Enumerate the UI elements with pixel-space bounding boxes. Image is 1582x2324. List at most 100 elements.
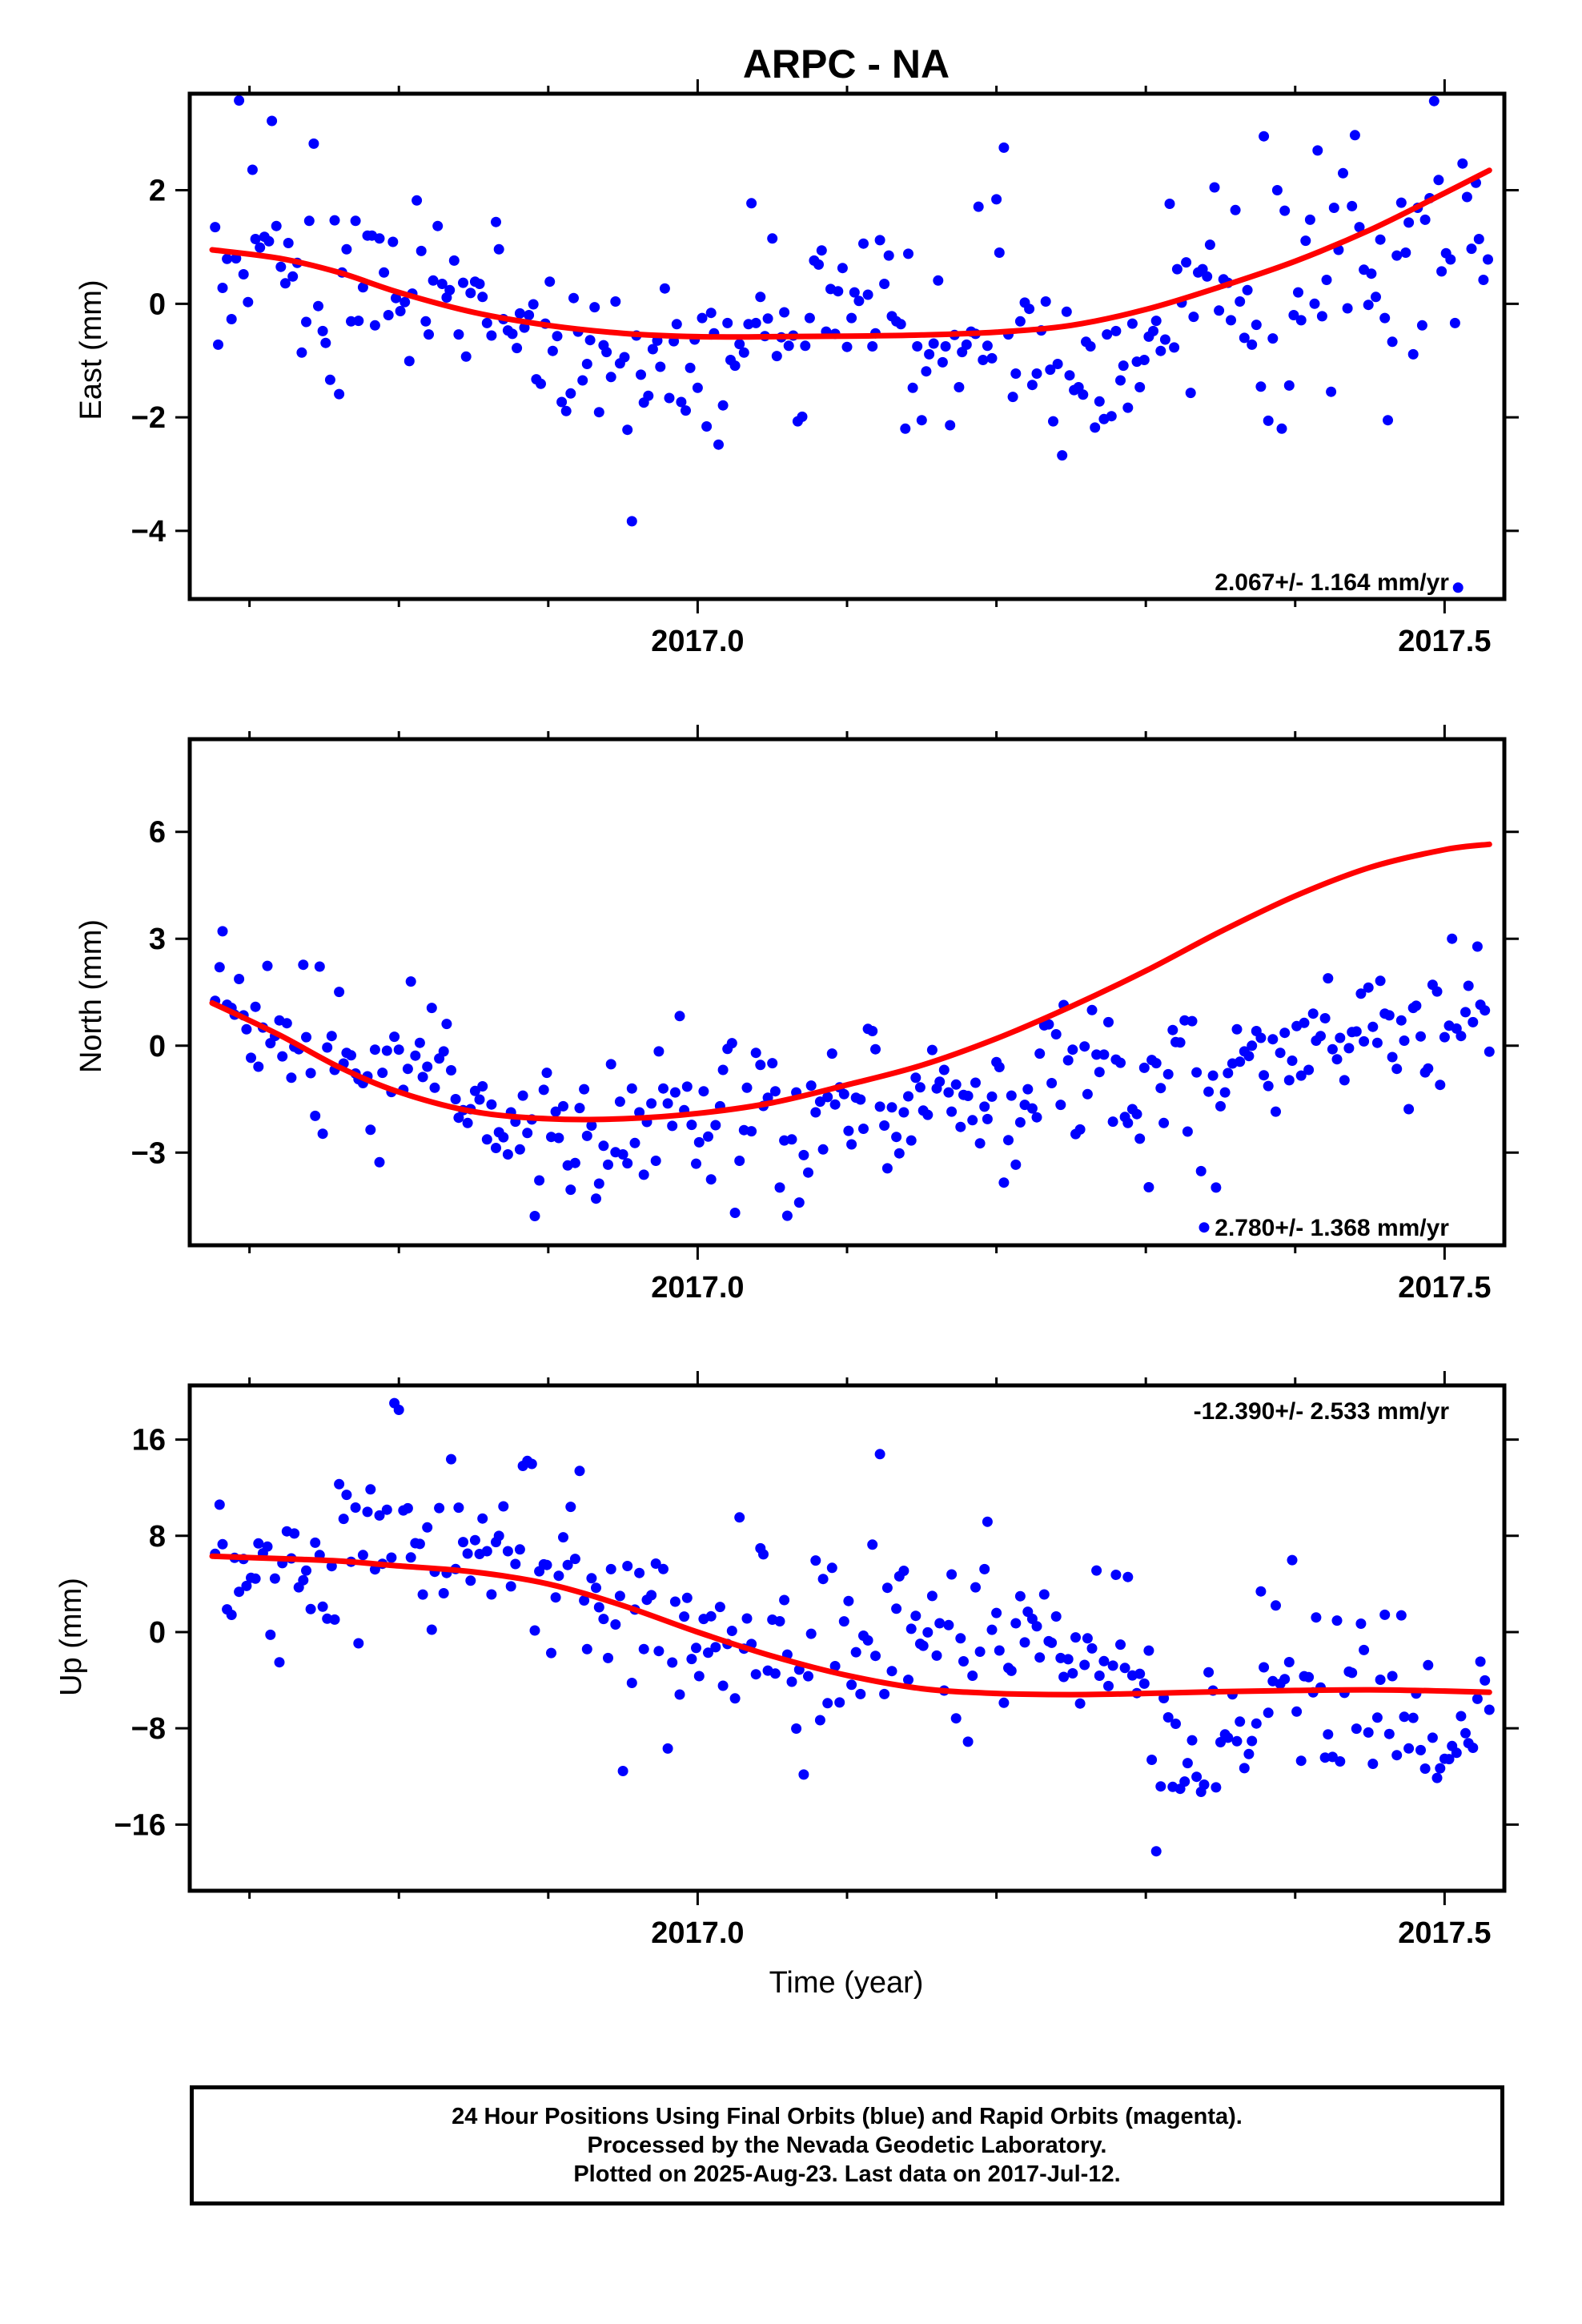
data-point-up (946, 1569, 958, 1580)
data-point-east (746, 198, 757, 209)
x-tick-label-east: 2017.5 (1398, 625, 1491, 658)
data-point-up (626, 1678, 637, 1688)
data-point-north (626, 1083, 637, 1094)
data-point-north (1319, 1013, 1331, 1023)
data-point-up (926, 1590, 938, 1602)
data-point-up (569, 1554, 580, 1565)
data-point-north (1231, 1023, 1243, 1035)
data-point-east (1283, 380, 1295, 391)
data-point-up (462, 1548, 473, 1559)
data-point-up (458, 1537, 468, 1548)
data-point-east (1134, 382, 1146, 392)
y-tick-label-up: 0 (149, 1616, 166, 1650)
data-point-up (603, 1652, 613, 1663)
data-point-north (277, 1051, 288, 1062)
fit-line-east (209, 167, 1492, 340)
data-point-north (622, 1158, 633, 1169)
y-tick-label-up: −8 (131, 1712, 166, 1746)
data-point-up (1170, 1719, 1181, 1729)
data-point-north (994, 1062, 1005, 1072)
data-point-east (334, 388, 345, 400)
data-point-up (879, 1688, 890, 1699)
data-point-up (1235, 1716, 1246, 1727)
x-tick-label-east: 2017.0 (651, 625, 744, 658)
data-point-north (774, 1182, 785, 1193)
data-point-north (1375, 975, 1386, 987)
data-point-up (1062, 1654, 1074, 1665)
data-point-north (462, 1117, 473, 1128)
data-point-north (565, 1184, 576, 1196)
data-point-east (1276, 423, 1287, 434)
data-point-up (958, 1656, 969, 1667)
data-point-up (1038, 1589, 1050, 1600)
data-point-east (636, 369, 646, 380)
data-point-north (1215, 1100, 1226, 1112)
data-point-up (1074, 1698, 1086, 1709)
data-point-up (867, 1539, 878, 1550)
data-point-up (593, 1602, 604, 1613)
data-point-up (1335, 1756, 1346, 1767)
data-point-up (529, 1625, 540, 1636)
data-point-up (817, 1574, 829, 1585)
data-point-east (1239, 332, 1250, 344)
data-point-east (1300, 235, 1311, 247)
data-point-up (903, 1675, 913, 1686)
data-point-east (313, 300, 323, 312)
data-point-north (755, 1059, 766, 1071)
data-point-east (1031, 368, 1042, 379)
data-point-east (383, 310, 394, 320)
data-point-up (1443, 1754, 1455, 1765)
data-point-up (1403, 1743, 1415, 1754)
data-point-east (320, 337, 331, 348)
data-point-up (301, 1565, 311, 1576)
data-point-up (734, 1512, 745, 1523)
data-point-up (481, 1546, 492, 1557)
data-point-up (838, 1616, 849, 1627)
data-point-east (222, 253, 233, 264)
data-point-up (586, 1573, 597, 1584)
data-point-east (1159, 334, 1170, 345)
data-point-north (246, 1052, 256, 1063)
data-point-up (1435, 1763, 1446, 1774)
data-point-up (262, 1541, 273, 1552)
data-point-east (303, 215, 315, 227)
data-point-east (544, 276, 556, 287)
data-point-up (1431, 1772, 1443, 1783)
data-point-north (1143, 1182, 1154, 1192)
data-point-north (593, 1178, 604, 1189)
data-point-east (858, 238, 869, 249)
data-point-up (986, 1624, 998, 1635)
data-point-east (1024, 304, 1035, 315)
data-point-north (946, 1106, 958, 1117)
data-point-north (514, 1144, 525, 1155)
data-point-east (605, 372, 616, 383)
data-point-north (1003, 1135, 1014, 1146)
data-point-north (422, 1061, 433, 1072)
data-point-up (769, 1668, 781, 1679)
data-point-up (1347, 1667, 1358, 1679)
data-point-north (262, 960, 273, 971)
data-point-north (1046, 1078, 1058, 1088)
ylabel-up: Up (mm) (54, 1578, 88, 1696)
data-point-north (481, 1134, 492, 1145)
y-tick-label-east: 0 (149, 287, 166, 321)
data-point-east (647, 344, 658, 355)
data-point-up (329, 1614, 340, 1625)
data-point-up (843, 1595, 854, 1606)
data-point-up (646, 1590, 657, 1601)
data-point-north (910, 1072, 921, 1084)
data-point-up (1468, 1743, 1479, 1753)
data-point-north (979, 1101, 990, 1112)
data-point-north (879, 1120, 890, 1131)
data-point-up (465, 1575, 476, 1586)
data-point-north (522, 1128, 533, 1139)
data-point-east (581, 359, 592, 369)
data-point-up (1427, 1732, 1438, 1743)
data-point-east (428, 275, 439, 286)
data-point-up (446, 1454, 456, 1465)
data-point-up (934, 1618, 946, 1629)
data-point-east (416, 245, 427, 256)
data-point-east (404, 356, 415, 367)
data-point-up (1058, 1671, 1070, 1683)
data-point-up (691, 1642, 701, 1654)
